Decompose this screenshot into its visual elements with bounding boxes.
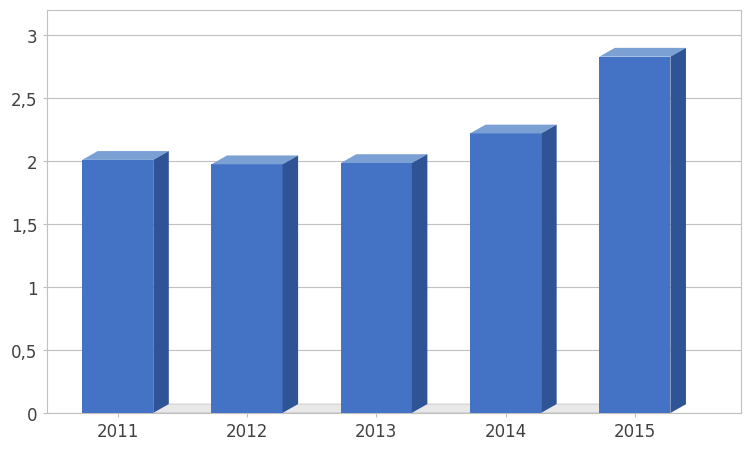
Polygon shape (211, 165, 283, 413)
Polygon shape (82, 161, 153, 413)
Polygon shape (470, 125, 556, 134)
Polygon shape (541, 125, 556, 413)
Polygon shape (211, 156, 298, 165)
Polygon shape (283, 156, 298, 413)
Polygon shape (671, 49, 686, 413)
Polygon shape (82, 152, 168, 161)
Polygon shape (82, 404, 686, 413)
Polygon shape (341, 155, 427, 164)
Polygon shape (599, 58, 671, 413)
Polygon shape (599, 49, 686, 58)
Polygon shape (470, 134, 541, 413)
Polygon shape (341, 164, 412, 413)
Polygon shape (153, 152, 168, 413)
Polygon shape (412, 155, 427, 413)
